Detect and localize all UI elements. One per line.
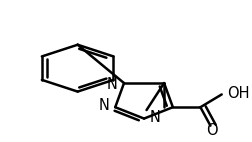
Text: N: N bbox=[107, 77, 117, 92]
Text: N: N bbox=[150, 110, 161, 125]
Text: O: O bbox=[206, 123, 217, 138]
Text: N: N bbox=[99, 98, 109, 113]
Text: OH: OH bbox=[227, 85, 249, 101]
